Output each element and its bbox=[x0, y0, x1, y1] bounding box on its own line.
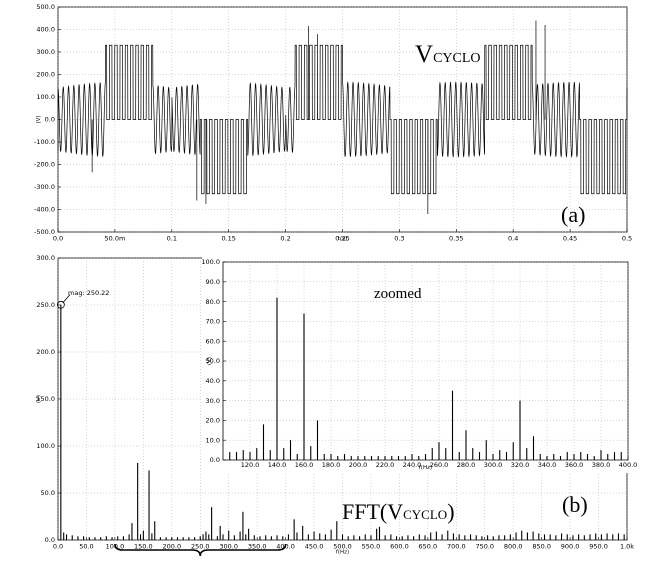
x-tick-label: 120.0 bbox=[241, 461, 260, 469]
y-axis-label: (V) bbox=[207, 357, 213, 365]
x-tick-label: 0.4 bbox=[508, 235, 518, 243]
x-tick-label: 650.0 bbox=[419, 543, 438, 551]
y-tick-label: 100.0 bbox=[36, 442, 55, 450]
y-tick-label: 80.0 bbox=[206, 298, 220, 306]
x-tick-label: 240.0 bbox=[403, 461, 422, 469]
x-tick-label: 200.0 bbox=[162, 543, 181, 551]
panel-b-label: (b) bbox=[562, 492, 588, 517]
y-tick-label: 70.0 bbox=[206, 318, 220, 326]
x-tick-label: 500.0 bbox=[333, 543, 352, 551]
y-tick-label: -200.0 bbox=[34, 161, 55, 169]
x-tick-label: 900.0 bbox=[561, 543, 580, 551]
x-tick-label: 260.0 bbox=[430, 461, 449, 469]
y-tick-label: 30.0 bbox=[206, 397, 220, 405]
y-axis-label: (V) bbox=[36, 395, 42, 403]
y-tick-label: 500.0 bbox=[36, 3, 55, 11]
x-axis-label: t(s) bbox=[338, 236, 347, 242]
inset-axes: 0.0 10.0 20.0 30.0 40.0 50.0 60.0 70.0 80.0 90.0 1… bbox=[201, 258, 637, 471]
panel-b-annotation: FFT(VCYCLO) bbox=[342, 499, 455, 524]
x-axis-label: f(Hz) bbox=[419, 465, 432, 471]
y-tick-label: 40.0 bbox=[206, 377, 220, 385]
y-tick-label: 20.0 bbox=[206, 417, 220, 425]
y-tick-label: 50.0 bbox=[41, 489, 55, 497]
panel-a-waveform-line bbox=[57, 20, 628, 214]
inset-bars bbox=[229, 297, 622, 460]
x-tick-label: 0.15 bbox=[221, 235, 235, 243]
x-tick-label: 800.0 bbox=[504, 543, 523, 551]
y-tick-label: 0.0 bbox=[45, 536, 55, 544]
panel-a-waveform-chart: -500.0 -400.0 -300.0 -200.0 -100.0 0.0 100.0 20… bbox=[34, 3, 632, 242]
y-tick-label: 100.0 bbox=[36, 93, 55, 101]
y-tick-label: 10.0 bbox=[206, 436, 220, 444]
inset-annotation: zoomed bbox=[374, 286, 422, 302]
fundamental-marker: mag: 250.22 bbox=[56, 289, 109, 309]
x-tick-label: 150.0 bbox=[134, 543, 153, 551]
y-tick-label: 90.0 bbox=[206, 278, 220, 286]
x-tick-label: 850.0 bbox=[532, 543, 551, 551]
y-tick-label: -100.0 bbox=[34, 138, 55, 146]
x-tick-label: 280.0 bbox=[457, 461, 476, 469]
x-tick-label: 360.0 bbox=[565, 461, 584, 469]
x-tick-label: 250.0 bbox=[191, 543, 210, 551]
y-tick-label: 300.0 bbox=[36, 48, 55, 56]
y-axis-label: (V) bbox=[36, 115, 42, 123]
x-tick-label: 550.0 bbox=[362, 543, 381, 551]
marker-leader bbox=[62, 294, 71, 304]
y-tick-label: 150.0 bbox=[36, 395, 55, 403]
marker-label: mag: 250.22 bbox=[68, 289, 109, 297]
x-tick-label: 400.0 bbox=[619, 461, 638, 469]
x-tick-label: 0.25 bbox=[335, 235, 349, 243]
x-tick-label: 300.0 bbox=[484, 461, 503, 469]
y-tick-label: 50.0 bbox=[206, 357, 220, 365]
y-tick-label: 250.0 bbox=[36, 301, 55, 309]
x-tick-label: 600.0 bbox=[390, 543, 409, 551]
marker-circle bbox=[56, 300, 65, 309]
y-tick-label: 60.0 bbox=[206, 337, 220, 345]
y-tick-label: 300.0 bbox=[36, 254, 55, 262]
y-tick-label: -400.0 bbox=[34, 206, 55, 214]
x-tick-label: 320.0 bbox=[511, 461, 530, 469]
x-tick-label: 950.0 bbox=[589, 543, 608, 551]
inset-background bbox=[202, 256, 632, 473]
zoom-range-brace bbox=[114, 543, 287, 557]
x-tick-label: 50.0m bbox=[104, 235, 125, 243]
x-tick-label: 750.0 bbox=[475, 543, 494, 551]
x-tick-label: 380.0 bbox=[592, 461, 611, 469]
x-tick-label: 1.0k bbox=[620, 543, 634, 551]
panel-a-axes: -500.0 -400.0 -300.0 -200.0 -100.0 0.0 100.0 20… bbox=[34, 3, 632, 242]
panel-b-bars bbox=[60, 304, 625, 540]
x-tick-label: 300.0 bbox=[219, 543, 238, 551]
y-tick-label: 200.0 bbox=[36, 71, 55, 79]
x-tick-label: 450.0 bbox=[305, 543, 324, 551]
y-tick-label: 100.0 bbox=[201, 258, 220, 266]
x-axis-label: f(Hz) bbox=[336, 550, 349, 556]
x-tick-label: 340.0 bbox=[538, 461, 557, 469]
x-tick-label: 0.45 bbox=[563, 235, 577, 243]
x-tick-label: 0.3 bbox=[394, 235, 404, 243]
y-tick-label: 0.0 bbox=[210, 456, 220, 464]
x-tick-label: 0.0 bbox=[53, 235, 63, 243]
y-tick-label: 200.0 bbox=[36, 348, 55, 356]
x-tick-label: 700.0 bbox=[447, 543, 466, 551]
x-tick-label: 50.0 bbox=[79, 543, 93, 551]
x-tick-label: 0.35 bbox=[449, 235, 463, 243]
y-tick-label: -500.0 bbox=[34, 228, 55, 236]
panel-a-label: (a) bbox=[561, 202, 585, 227]
y-tick-label: 400.0 bbox=[36, 26, 55, 34]
x-tick-label: 0.2 bbox=[280, 235, 290, 243]
x-tick-label: 0.5 bbox=[622, 235, 632, 243]
y-tick-label: -300.0 bbox=[34, 183, 55, 191]
x-tick-label: 220.0 bbox=[376, 461, 395, 469]
x-tick-label: 140.0 bbox=[268, 461, 287, 469]
x-tick-label: 180.0 bbox=[322, 461, 341, 469]
panel-a-annotation: VCYCLO bbox=[415, 41, 481, 68]
zoomed-inset-chart: 0.0 10.0 20.0 30.0 40.0 50.0 60.0 70.0 80.0 90.0 1… bbox=[201, 256, 637, 473]
x-tick-label: 350.0 bbox=[248, 543, 267, 551]
x-tick-label: 200.0 bbox=[349, 461, 368, 469]
x-tick-label: 0.0 bbox=[53, 543, 63, 551]
x-tick-label: 0.1 bbox=[167, 235, 177, 243]
y-tick-label: 0.0 bbox=[45, 116, 55, 124]
x-tick-label: 160.0 bbox=[295, 461, 314, 469]
